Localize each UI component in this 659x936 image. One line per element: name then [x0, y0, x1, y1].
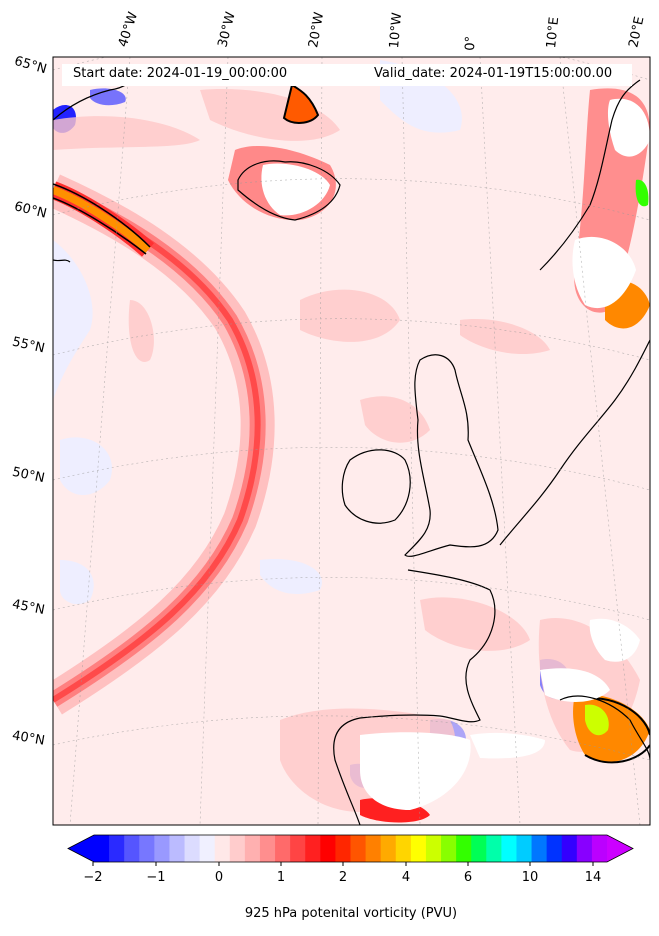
- lon-label-0: 0°: [463, 35, 479, 51]
- colorbar-swatch: [275, 835, 291, 862]
- colorbar-tick-label: 1: [276, 870, 286, 885]
- colorbar-swatch: [501, 835, 518, 862]
- valid-date-label: Valid_date: 2024-01-19T15:00:00.00: [374, 66, 613, 81]
- colorbar-swatch: [184, 835, 201, 862]
- colorbar-swatch: [214, 835, 231, 862]
- colorbar-swatch: [395, 835, 412, 862]
- colorbar: [67, 834, 634, 866]
- colorbar-tick-label: 2: [338, 870, 348, 885]
- colorbar-label: 925 hPa potenital vorticity (PVU): [244, 906, 458, 921]
- colorbar-swatch: [516, 835, 533, 862]
- colorbar-swatch: [410, 835, 427, 862]
- colorbar-swatch: [154, 835, 171, 862]
- colorbar-swatch: [365, 835, 382, 862]
- colorbar-swatch: [531, 835, 548, 862]
- colorbar-swatch: [290, 835, 306, 862]
- colorbar-swatch: [561, 835, 578, 862]
- colorbar-tick-label: −1: [146, 870, 166, 885]
- no-data-areas: [261, 98, 650, 810]
- colorbar-swatch: [229, 835, 246, 862]
- colorbar-over-arrow: [607, 835, 633, 862]
- colorbar-swatch: [546, 835, 563, 862]
- colorbar-outline: [67, 834, 634, 863]
- colorbar-swatch: [471, 835, 487, 862]
- colorbar-swatch: [169, 835, 186, 862]
- colorbar-swatch: [94, 835, 110, 862]
- colorbar-tick-label: −2: [83, 870, 103, 885]
- lon-label-10w: 10°W: [387, 11, 406, 49]
- colorbar-tick-label: 6: [463, 870, 473, 885]
- colorbar-swatch: [199, 835, 216, 862]
- colorbar-swatch: [380, 835, 397, 862]
- header-strip: [62, 64, 632, 86]
- colorbar-swatch: [259, 835, 276, 862]
- colorbar-swatch: [335, 835, 352, 862]
- colorbar-tick-label: 4: [401, 870, 411, 885]
- colorbar-swatch: [591, 835, 608, 862]
- colorbar-swatch: [441, 835, 457, 862]
- map-panel: [53, 57, 650, 825]
- colorbar-swatch: [456, 835, 472, 862]
- colorbar-swatch: [425, 835, 442, 862]
- graticule: [53, 57, 650, 825]
- colorbar-under-arrow: [68, 835, 94, 862]
- colorbar-tick-label: 10: [521, 870, 539, 885]
- map-frame: [52, 56, 651, 826]
- start-date-label: Start date: 2024-01-19_00:00:00: [73, 66, 288, 81]
- colorbar-swatch: [124, 835, 140, 862]
- colorbar-swatch: [350, 835, 367, 862]
- colorbar-swatch: [109, 835, 125, 862]
- colorbar-tick-label: 0: [214, 870, 224, 885]
- colorbar-swatch: [486, 835, 502, 862]
- colorbar-swatch: [320, 835, 337, 862]
- colorbar-swatch: [139, 835, 155, 862]
- colorbar-swatch: [576, 835, 593, 862]
- colorbar-swatch: [244, 835, 261, 862]
- colorbar-tick-label: 14: [584, 870, 602, 885]
- colorbar-swatch: [305, 835, 321, 862]
